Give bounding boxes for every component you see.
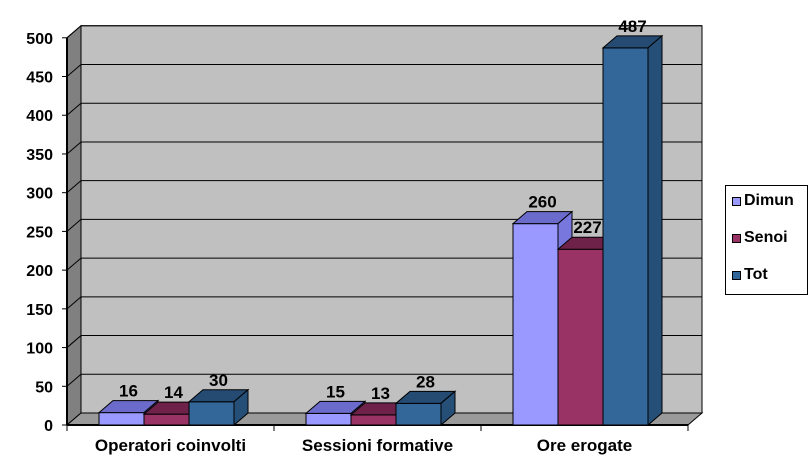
legend-item-senoi: Senoi (732, 229, 788, 247)
x-tick-label: Operatori coinvolti (95, 436, 246, 455)
data-label: 227 (573, 218, 601, 237)
bar-front (512, 223, 559, 426)
bar-front (305, 412, 352, 426)
y-tick-label: 350 (26, 147, 53, 164)
gridline-side (66, 102, 82, 116)
y-tick-label: 500 (26, 31, 53, 48)
legend-item-dimun: Dimun (732, 192, 794, 210)
bar-side (440, 390, 456, 427)
y-axis-ticks: 0 50 100 150 200 250 300 350 400 450 500 (26, 31, 67, 435)
y-tick-label: 250 (26, 224, 53, 241)
bar-side (233, 388, 249, 427)
data-label: 260 (528, 193, 556, 212)
bar-front (395, 402, 442, 426)
legend-label-dimun: Dimun (744, 192, 794, 209)
bar-front (602, 47, 649, 426)
data-label: 13 (371, 384, 390, 403)
bar-front (98, 412, 145, 426)
bar-front (188, 401, 235, 426)
data-label: 16 (119, 382, 138, 401)
legend-swatch-senoi (732, 233, 741, 243)
y-tick-label: 400 (26, 108, 53, 125)
y-tick-label: 150 (26, 302, 53, 319)
legend-swatch-tot (732, 270, 741, 280)
data-label: 28 (416, 372, 435, 391)
gridline-side (66, 373, 82, 387)
data-label: 487 (618, 17, 646, 36)
legend-label-senoi: Senoi (744, 229, 788, 246)
legend: Dimun Senoi Tot (725, 185, 808, 295)
gridline-side (66, 180, 82, 194)
legend-item-tot: Tot (732, 266, 768, 284)
x-tick-label: Sessioni formative (302, 436, 453, 455)
bar-front (143, 413, 190, 426)
gridline-side (66, 257, 82, 271)
y-tick-label: 0 (44, 418, 53, 435)
bar-side (647, 34, 663, 427)
gridline-side (66, 141, 82, 155)
data-label: 14 (164, 383, 183, 402)
bars (97, 34, 664, 427)
data-label: 30 (209, 371, 228, 390)
x-axis-labels: Operatori coinvolti Sessioni formative Ore… (66, 425, 689, 455)
data-label: 15 (326, 382, 345, 401)
legend-label-tot: Tot (744, 266, 768, 283)
y-tick-label: 50 (35, 379, 53, 396)
y-tick-label: 100 (26, 341, 53, 358)
gridline-side (66, 25, 82, 39)
gridline-side (66, 64, 82, 77)
bar-front (350, 414, 397, 426)
gridline-side (66, 296, 82, 310)
bar-front (557, 248, 604, 426)
y-tick-label: 300 (26, 186, 53, 203)
y-tick-label: 200 (26, 263, 53, 280)
y-tick-label: 450 (26, 70, 53, 87)
gridline-side (66, 219, 82, 232)
legend-swatch-dimun (732, 196, 741, 206)
x-tick-label: Ore erogate (537, 436, 632, 455)
data-labels: 16 14 30 15 13 28 260 227 487 (119, 17, 647, 403)
gridline-side (66, 335, 82, 348)
